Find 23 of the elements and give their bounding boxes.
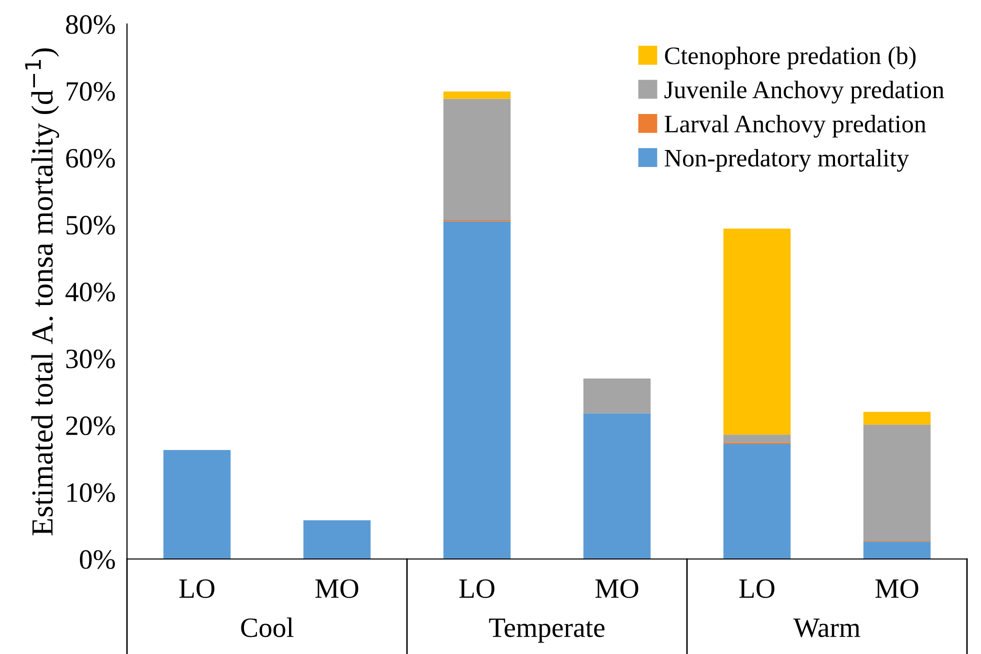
y-tick-label: 60% <box>66 148 115 168</box>
y-tick-label: 70% <box>66 82 115 101</box>
legend-label: Ctenophore predation (b) <box>665 46 916 70</box>
y-tick-label: 80% <box>66 15 115 34</box>
text: Warm <box>793 618 860 638</box>
legend-label: Juvenile Anchovy predation <box>664 80 944 104</box>
legend-label: Non-predatory mortality <box>664 149 909 172</box>
y-tick-label: 40% <box>66 282 115 302</box>
text: Temperate <box>489 618 604 643</box>
y-tick-label: 20% <box>66 416 115 436</box>
x-tick-label: MO <box>315 579 358 598</box>
y-tick-label: 30% <box>66 350 115 368</box>
x-tick-label: LO <box>459 579 494 598</box>
legend-label: Larval Anchovy predation <box>664 114 926 138</box>
x-tick-label: LO <box>179 579 214 598</box>
y-axis-title: Estimated total A. tonsa mortality (d$^{−1}$) <box>25 48 60 536</box>
x-tick-label: LO <box>739 579 774 598</box>
y-tick-label: 10% <box>67 483 115 502</box>
x-tick-label: MO <box>875 579 918 598</box>
y-tick-label: 0% <box>80 550 115 569</box>
x-tick-label: MO <box>595 579 638 598</box>
y-tick-label: 50% <box>66 216 115 235</box>
text: Cool <box>241 618 294 638</box>
